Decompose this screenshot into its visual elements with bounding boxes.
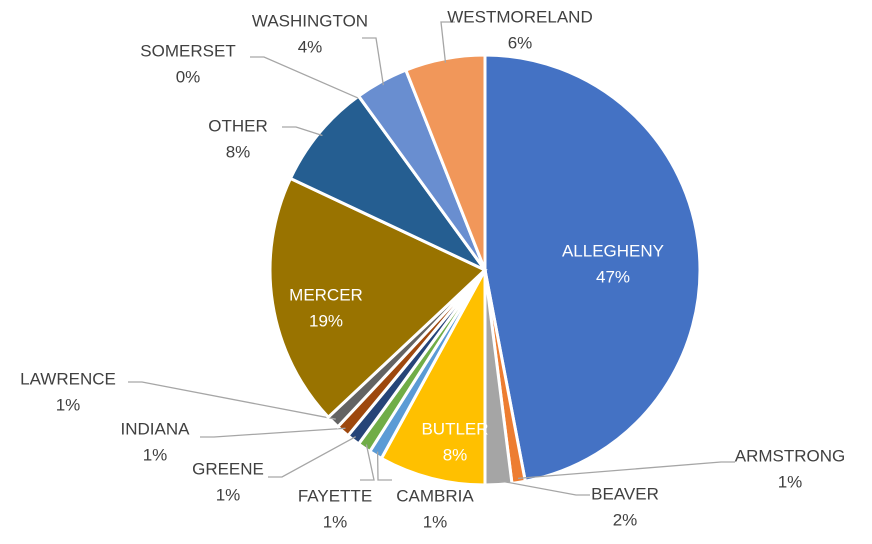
pie-slice xyxy=(483,53,702,483)
slice-value-label: 6% xyxy=(508,33,533,52)
leader-line xyxy=(200,427,346,438)
slice-value-label: 19% xyxy=(309,311,343,330)
slice-label: FAYETTE xyxy=(298,486,372,505)
slice-label: BUTLER xyxy=(421,419,488,438)
leader-line xyxy=(362,37,384,86)
slice-label: INDIANA xyxy=(121,419,191,438)
slice-label: MERCER xyxy=(289,285,363,304)
slice-value-label: 47% xyxy=(596,267,630,286)
slice-value-label: 0% xyxy=(176,67,201,86)
leader-line xyxy=(128,381,336,420)
leader-line xyxy=(282,126,323,137)
slice-value-label: 1% xyxy=(56,395,81,414)
slice-value-label: 1% xyxy=(323,512,348,531)
slice-label: LAWRENCE xyxy=(20,369,116,388)
pie-slice xyxy=(379,269,487,487)
slice-value-label: 1% xyxy=(778,472,803,491)
slice-value-label: 4% xyxy=(298,37,323,56)
slice-value-label: 8% xyxy=(226,142,251,161)
leader-line xyxy=(498,479,590,496)
slice-label: ARMSTRONG xyxy=(735,446,846,465)
leader-line xyxy=(268,436,356,478)
slice-value-label: 1% xyxy=(143,445,168,464)
leader-line xyxy=(440,21,455,63)
slice-label: ALLEGHENY xyxy=(562,241,664,260)
leader-line xyxy=(376,451,392,481)
slice-label: OTHER xyxy=(208,116,268,135)
leader-line xyxy=(517,461,735,480)
slice-label: SOMERSET xyxy=(140,41,235,60)
leader-line xyxy=(250,56,362,100)
slice-label: WASHINGTON xyxy=(252,11,368,30)
leader-line xyxy=(360,444,375,481)
slice-value-label: 8% xyxy=(443,445,468,464)
slice-value-label: 2% xyxy=(613,510,638,529)
pie-slice xyxy=(268,176,488,420)
slice-label: GREENE xyxy=(192,459,264,478)
slice-label: CAMBRIA xyxy=(396,486,474,505)
slice-value-label: 1% xyxy=(423,512,448,531)
slice-label: BEAVER xyxy=(591,484,659,503)
slice-value-label: 1% xyxy=(216,485,241,504)
slice-label: WESTMORELAND xyxy=(447,7,592,26)
